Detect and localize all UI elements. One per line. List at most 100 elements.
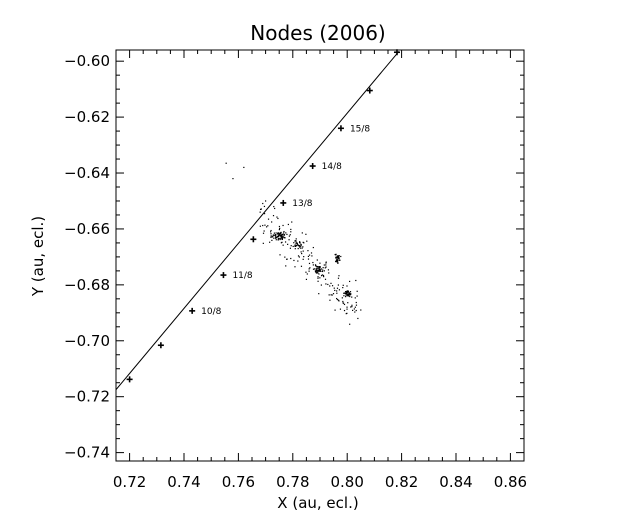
- node-point: [344, 291, 347, 293]
- node-point: [298, 256, 300, 258]
- node-point: [297, 255, 300, 257]
- node-point: [280, 232, 282, 234]
- node-point: [354, 297, 356, 299]
- node-point: [281, 234, 283, 236]
- node-point: [354, 306, 356, 308]
- node-point: [320, 268, 323, 270]
- node-point: [281, 238, 283, 240]
- x-axis-label: X (au, ecl.): [277, 494, 358, 512]
- node-point: [324, 278, 327, 280]
- node-point: [332, 293, 335, 295]
- node-point: [263, 213, 266, 215]
- node-point: [291, 221, 293, 223]
- node-point: [325, 266, 327, 268]
- node-point: [319, 266, 321, 268]
- node-point: [315, 269, 318, 271]
- node-point: [314, 271, 317, 273]
- node-point: [281, 237, 284, 240]
- node-point: [263, 205, 266, 208]
- node-point: [308, 268, 310, 270]
- node-point: [331, 285, 334, 287]
- node-point: [314, 264, 317, 266]
- node-point: [275, 237, 278, 239]
- node-point: [319, 277, 321, 279]
- date-label: 15/8: [350, 124, 370, 134]
- node-point: [290, 257, 292, 260]
- node-point: [357, 317, 359, 320]
- node-point: [329, 299, 331, 301]
- node-point: [300, 244, 303, 246]
- node-point: [278, 229, 280, 231]
- x-tick-label: 0.80: [330, 473, 363, 491]
- node-point: [277, 236, 279, 238]
- node-point: [336, 290, 338, 292]
- node-point: [273, 232, 275, 234]
- node-point: [337, 277, 340, 279]
- y-tick-label: −0.74: [64, 444, 110, 462]
- node-point: [348, 294, 351, 296]
- node-point: [308, 262, 311, 265]
- node-point: [289, 234, 291, 236]
- node-point: [271, 236, 273, 238]
- node-point: [293, 242, 295, 244]
- node-point: [347, 290, 349, 292]
- node-point: [347, 291, 350, 293]
- orbit-track-line: [116, 51, 400, 391]
- node-point: [315, 265, 317, 267]
- node-point: [308, 270, 310, 272]
- node-point: [296, 244, 298, 246]
- node-point: [355, 279, 357, 282]
- node-point: [280, 231, 282, 234]
- node-point: [319, 269, 321, 271]
- x-tick-label: 0.82: [385, 473, 418, 491]
- node-point: [280, 233, 282, 236]
- node-point: [339, 259, 341, 261]
- node-point: [298, 242, 301, 244]
- node-point: [347, 302, 349, 304]
- node-point: [355, 304, 358, 306]
- node-point: [275, 239, 277, 241]
- node-point: [297, 260, 299, 262]
- node-point: [276, 236, 278, 238]
- node-point: [317, 269, 319, 271]
- node-point: [349, 323, 351, 325]
- node-point: [349, 280, 351, 283]
- node-point: [290, 228, 292, 231]
- node-point: [312, 268, 315, 270]
- node-point: [321, 274, 323, 276]
- date-label: 11/8: [232, 271, 252, 281]
- node-point: [294, 266, 296, 268]
- node-point: [320, 275, 323, 277]
- node-point: [312, 261, 314, 264]
- node-point: [285, 265, 287, 267]
- node-point: [346, 290, 348, 292]
- node-point: [294, 244, 296, 246]
- node-point: [325, 283, 327, 285]
- node-point: [301, 252, 303, 255]
- node-point: [288, 239, 290, 241]
- node-point: [336, 256, 338, 258]
- node-point: [350, 293, 352, 295]
- node-point: [278, 234, 280, 236]
- node-point: [260, 208, 262, 210]
- node-point: [354, 311, 356, 313]
- node-point: [343, 292, 345, 294]
- node-point: [348, 292, 350, 294]
- node-point: [287, 223, 289, 226]
- node-point: [339, 308, 342, 310]
- node-point: [278, 235, 280, 237]
- plot-frame: [115, 49, 525, 462]
- node-point: [346, 293, 348, 295]
- node-point: [263, 230, 265, 232]
- node-point: [279, 238, 281, 241]
- node-point: [275, 234, 277, 236]
- node-point: [282, 233, 284, 236]
- node-point: [292, 245, 294, 248]
- node-point: [360, 309, 362, 311]
- node-point: [338, 300, 340, 302]
- x-axis-ticks: 0.72 0.74 0.76 0.78 0.80 0.82 0.84 0.86: [113, 50, 527, 491]
- node-point: [225, 162, 227, 164]
- node-point: [276, 235, 279, 237]
- node-point: [279, 237, 281, 240]
- node-point: [275, 232, 277, 234]
